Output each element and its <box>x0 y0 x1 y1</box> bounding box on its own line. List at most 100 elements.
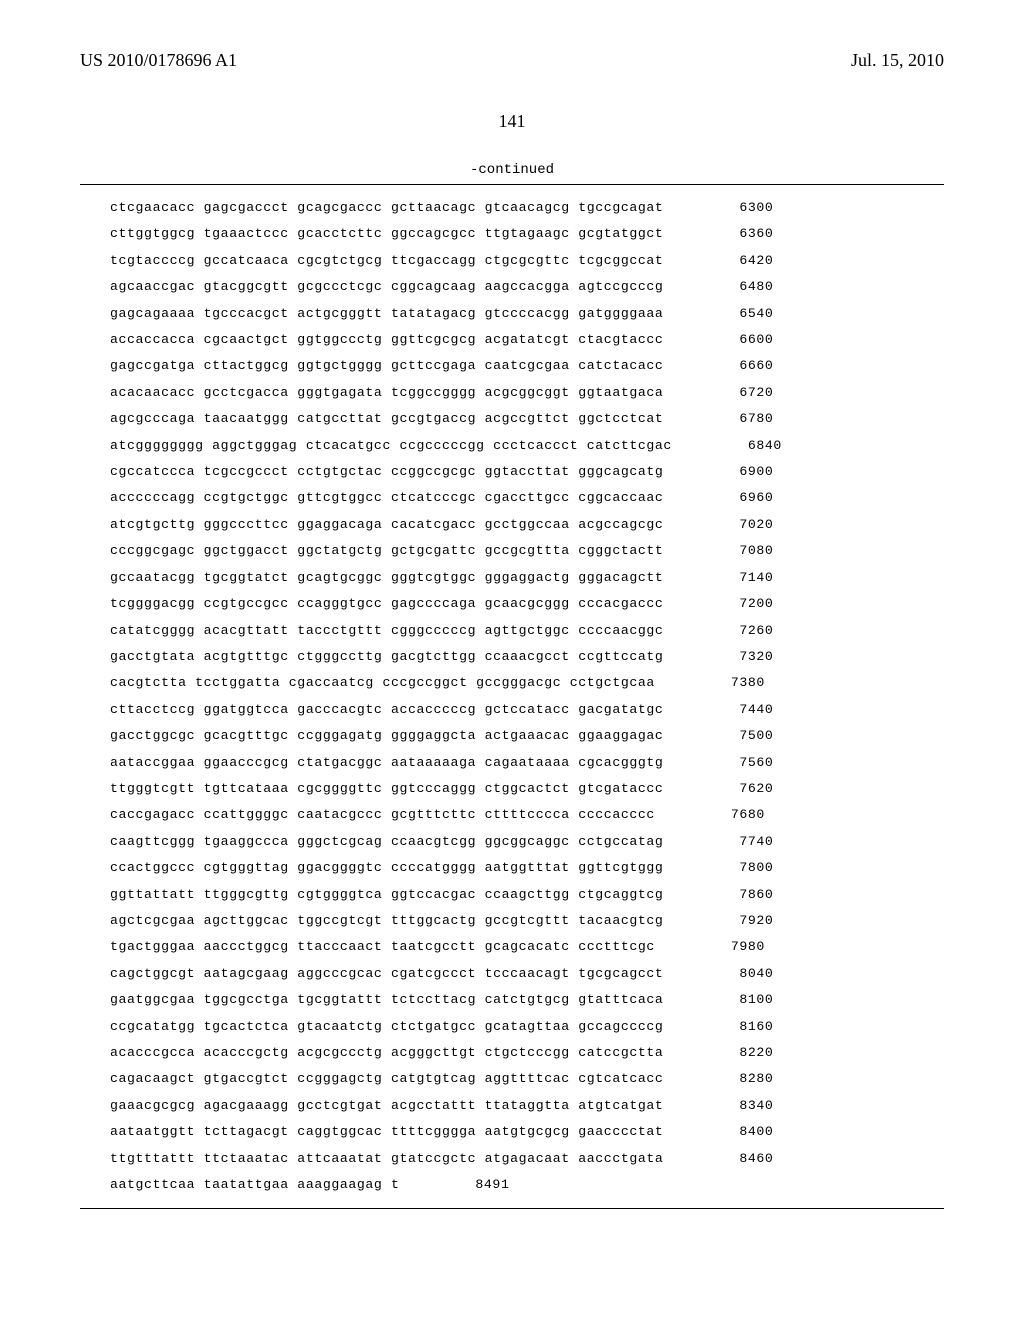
sequence-groups: cagctggcgt aatagcgaag aggcccgcac cgatcgc… <box>110 961 663 987</box>
sequence-groups: agcgcccaga taacaatggg catgccttat gccgtga… <box>110 406 663 432</box>
sequence-position: 8040 <box>693 961 773 987</box>
sequence-row: cacgtctta tcctggatta cgaccaatcg cccgccgg… <box>110 670 944 696</box>
sequence-position: 6480 <box>693 274 773 300</box>
sequence-groups: ctcgaacacc gagcgaccct gcagcgaccc gcttaac… <box>110 195 663 221</box>
sequence-row: ttgggtcgtt tgttcataaa cgcggggttc ggtccca… <box>110 776 944 802</box>
sequence-row: cttacctccg ggatggtcca gacccacgtc accaccc… <box>110 697 944 723</box>
sequence-row: caagttcggg tgaaggccca gggctcgcag ccaacgt… <box>110 829 944 855</box>
sequence-row: caccgagacc ccattggggc caatacgccc gcgtttc… <box>110 802 944 828</box>
sequence-row: ttgtttattt ttctaaatac attcaaatat gtatccg… <box>110 1146 944 1172</box>
sequence-groups: tgactgggaa aaccctggcg ttacccaact taatcgc… <box>110 934 655 960</box>
sequence-position: 7020 <box>693 512 773 538</box>
sequence-position: 7260 <box>693 618 773 644</box>
sequence-block: ctcgaacacc gagcgaccct gcagcgaccc gcttaac… <box>110 195 944 1198</box>
sequence-groups: acacccgcca acacccgctg acgcgccctg acgggct… <box>110 1040 663 1066</box>
sequence-groups: cgccatccca tcgccgccct cctgtgctac ccggccg… <box>110 459 663 485</box>
sequence-position: 6960 <box>693 485 773 511</box>
sequence-row: tgactgggaa aaccctggcg ttacccaact taatcgc… <box>110 934 944 960</box>
sequence-row: aataccggaa ggaacccgcg ctatgacggc aataaaa… <box>110 750 944 776</box>
sequence-row: gagcagaaaa tgcccacgct actgcgggtt tatatag… <box>110 301 944 327</box>
sequence-position: 8100 <box>693 987 773 1013</box>
sequence-groups: cttacctccg ggatggtcca gacccacgtc accaccc… <box>110 697 663 723</box>
sequence-position: 7500 <box>693 723 773 749</box>
sequence-row: tcggggacgg ccgtgccgcc ccagggtgcc gagcccc… <box>110 591 944 617</box>
sequence-position: 6540 <box>693 301 773 327</box>
sequence-groups: ccactggccc cgtgggttag ggacggggtc ccccatg… <box>110 855 663 881</box>
sequence-groups: ttgtttattt ttctaaatac attcaaatat gtatccg… <box>110 1146 663 1172</box>
sequence-position: 7860 <box>693 882 773 908</box>
sequence-position: 8491 <box>429 1172 509 1198</box>
sequence-groups: agcaaccgac gtacggcgtt gcgccctcgc cggcagc… <box>110 274 663 300</box>
sequence-position: 8340 <box>693 1093 773 1119</box>
sequence-row: atcgtgcttg gggcccttcc ggaggacaga cacatcg… <box>110 512 944 538</box>
sequence-groups: aataccggaa ggaacccgcg ctatgacggc aataaaa… <box>110 750 663 776</box>
sequence-row: cccggcgagc ggctggacct ggctatgctg gctgcga… <box>110 538 944 564</box>
page-number: 141 <box>80 111 944 132</box>
sequence-groups: agctcgcgaa agcttggcac tggccgtcgt tttggca… <box>110 908 663 934</box>
sequence-position: 8220 <box>693 1040 773 1066</box>
sequence-groups: ccgcatatgg tgcactctca gtacaatctg ctctgat… <box>110 1014 663 1040</box>
sequence-position: 7560 <box>693 750 773 776</box>
sequence-groups: catatcgggg acacgttatt taccctgttt cgggccc… <box>110 618 663 644</box>
sequence-groups: caagttcggg tgaaggccca gggctcgcag ccaacgt… <box>110 829 663 855</box>
sequence-groups: aataatggtt tcttagacgt caggtggcac ttttcgg… <box>110 1119 663 1145</box>
sequence-row: aatgcttcaa taatattgaa aaaggaagag t 8491 <box>110 1172 944 1198</box>
sequence-groups: caccgagacc ccattggggc caatacgccc gcgtttc… <box>110 802 655 828</box>
sequence-position: 6780 <box>693 406 773 432</box>
pub-number: US 2010/0178696 A1 <box>80 50 237 71</box>
sequence-position: 6600 <box>693 327 773 353</box>
sequence-position: 7320 <box>693 644 773 670</box>
sequence-groups: gacctgtata acgtgtttgc ctgggccttg gacgtct… <box>110 644 663 670</box>
sequence-groups: gagccgatga cttactggcg ggtgctgggg gcttccg… <box>110 353 663 379</box>
sequence-groups: acacaacacc gcctcgacca gggtgagata tcggccg… <box>110 380 663 406</box>
sequence-position: 8460 <box>693 1146 773 1172</box>
sequence-position: 6900 <box>693 459 773 485</box>
sequence-row: gacctggcgc gcacgtttgc ccgggagatg ggggagg… <box>110 723 944 749</box>
sequence-position: 7140 <box>693 565 773 591</box>
sequence-row: ggttattatt ttgggcgttg cgtggggtca ggtccac… <box>110 882 944 908</box>
sequence-groups: cacgtctta tcctggatta cgaccaatcg cccgccgg… <box>110 670 655 696</box>
sequence-groups: aatgcttcaa taatattgaa aaaggaagag t <box>110 1172 399 1198</box>
sequence-groups: gaatggcgaa tggcgcctga tgcggtattt tctcctt… <box>110 987 663 1013</box>
sequence-position: 6360 <box>693 221 773 247</box>
sequence-groups: ttgggtcgtt tgttcataaa cgcggggttc ggtccca… <box>110 776 663 802</box>
sequence-position: 7680 <box>685 802 765 828</box>
sequence-position: 7200 <box>693 591 773 617</box>
sequence-groups: atcgtgcttg gggcccttcc ggaggacaga cacatcg… <box>110 512 663 538</box>
sequence-position: 8400 <box>693 1119 773 1145</box>
sequence-position: 6300 <box>693 195 773 221</box>
sequence-position: 7920 <box>693 908 773 934</box>
sequence-groups: gacctggcgc gcacgtttgc ccgggagatg ggggagg… <box>110 723 663 749</box>
sequence-row: agctcgcgaa agcttggcac tggccgtcgt tttggca… <box>110 908 944 934</box>
sequence-row: tcgtaccccg gccatcaaca cgcgtctgcg ttcgacc… <box>110 248 944 274</box>
sequence-row: ctcgaacacc gagcgaccct gcagcgaccc gcttaac… <box>110 195 944 221</box>
sequence-groups: tcgtaccccg gccatcaaca cgcgtctgcg ttcgacc… <box>110 248 663 274</box>
sequence-row: atcgggggggg aggctgggag ctcacatgcc ccgccc… <box>110 433 944 459</box>
sequence-groups: tcggggacgg ccgtgccgcc ccagggtgcc gagcccc… <box>110 591 663 617</box>
sequence-groups: gccaatacgg tgcggtatct gcagtgcggc gggtcgt… <box>110 565 663 591</box>
sequence-groups: cagacaagct gtgaccgtct ccgggagctg catgtgt… <box>110 1066 663 1092</box>
sequence-position: 6660 <box>693 353 773 379</box>
sequence-row: gacctgtata acgtgtttgc ctgggccttg gacgtct… <box>110 644 944 670</box>
sequence-position: 6720 <box>693 380 773 406</box>
sequence-row: gagccgatga cttactggcg ggtgctgggg gcttccg… <box>110 353 944 379</box>
sequence-row: cagctggcgt aatagcgaag aggcccgcac cgatcgc… <box>110 961 944 987</box>
top-rule <box>80 184 944 185</box>
sequence-row: cttggtggcg tgaaactccc gcacctcttc ggccagc… <box>110 221 944 247</box>
sequence-groups: cccggcgagc ggctggacct ggctatgctg gctgcga… <box>110 538 663 564</box>
sequence-groups: accccccagg ccgtgctggc gttcgtggcc ctcatcc… <box>110 485 663 511</box>
sequence-position: 7620 <box>693 776 773 802</box>
sequence-position: 8160 <box>693 1014 773 1040</box>
sequence-position: 6840 <box>702 433 782 459</box>
pub-date: Jul. 15, 2010 <box>851 50 944 71</box>
sequence-row: catatcgggg acacgttatt taccctgttt cgggccc… <box>110 618 944 644</box>
sequence-position: 8280 <box>693 1066 773 1092</box>
sequence-position: 7380 <box>685 670 765 696</box>
sequence-position: 7980 <box>685 934 765 960</box>
sequence-groups: cttggtggcg tgaaactccc gcacctcttc ggccagc… <box>110 221 663 247</box>
sequence-position: 7800 <box>693 855 773 881</box>
sequence-groups: gagcagaaaa tgcccacgct actgcgggtt tatatag… <box>110 301 663 327</box>
sequence-groups: accaccacca cgcaactgct ggtggccctg ggttcgc… <box>110 327 663 353</box>
sequence-row: acacaacacc gcctcgacca gggtgagata tcggccg… <box>110 380 944 406</box>
sequence-row: ccactggccc cgtgggttag ggacggggtc ccccatg… <box>110 855 944 881</box>
